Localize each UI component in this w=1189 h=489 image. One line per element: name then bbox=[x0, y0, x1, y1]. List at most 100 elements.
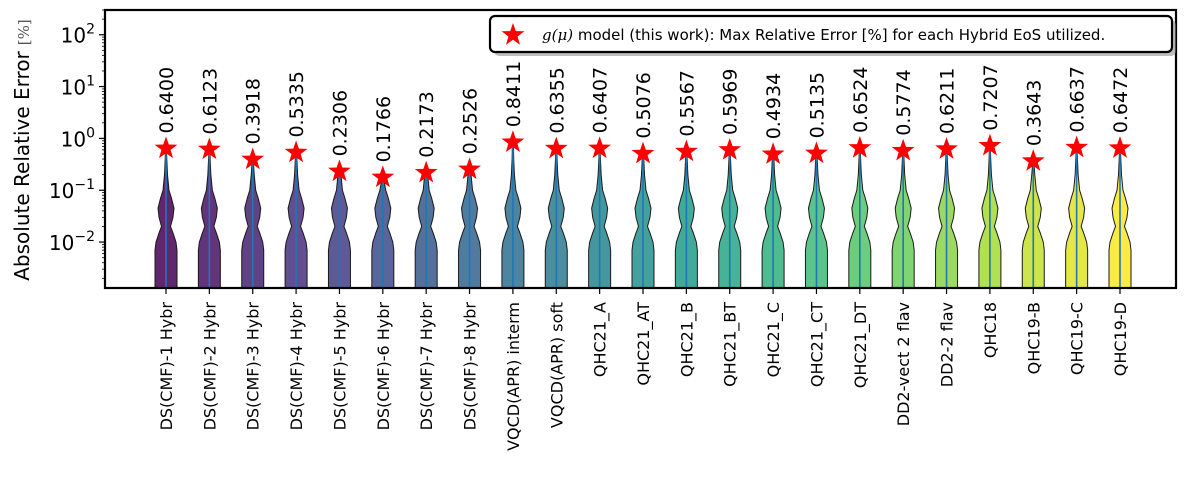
y-tick-base: 10 bbox=[61, 24, 86, 48]
max-value-label: 0.3918 bbox=[243, 78, 265, 144]
x-tick-label: DS(CMF)-3 Hybr bbox=[244, 302, 263, 431]
x-tick-label: QHC19-B bbox=[1024, 302, 1043, 374]
max-error-star-icon bbox=[631, 141, 655, 164]
max-value-label: 0.6355 bbox=[546, 67, 568, 133]
max-value-label: 0.2526 bbox=[460, 88, 482, 154]
value-label-layer: 0.6400 0.6123 0.3918 0.5335 0.2306 0.1766 0.21… bbox=[156, 61, 1132, 163]
legend-label: g(μ) model (this work): Max Relative Err… bbox=[542, 26, 1105, 44]
x-tick-label: DS(CMF)-7 Hybr bbox=[417, 302, 436, 431]
max-value-label: 0.3643 bbox=[1023, 80, 1045, 146]
max-error-star-icon bbox=[154, 136, 178, 159]
x-tick-label: QHC18 bbox=[981, 302, 1000, 358]
max-error-star-icon bbox=[371, 165, 395, 188]
x-tick-label: DS(CMF)-1 Hybr bbox=[157, 302, 176, 431]
max-error-star-icon bbox=[1108, 136, 1132, 158]
legend-box bbox=[488, 14, 1174, 54]
x-tick-label: VQCD(APR) soft bbox=[547, 302, 566, 428]
x-tick-label: QHC21_A bbox=[591, 302, 611, 377]
max-error-star-icon bbox=[935, 137, 958, 159]
max-value-label: 0.2306 bbox=[329, 90, 351, 156]
max-error-star-icon bbox=[805, 141, 828, 164]
y-tick-exponent: 1 bbox=[86, 74, 95, 90]
x-tick-label: DS(CMF)-8 Hybr bbox=[461, 302, 480, 431]
max-error-star-icon bbox=[241, 147, 265, 170]
legend: g(μ) model (this work): Max Relative Err… bbox=[488, 14, 1176, 56]
max-error-star-icon bbox=[761, 142, 785, 165]
y-tick-exponent: −2 bbox=[74, 229, 95, 245]
max-value-label: 0.5135 bbox=[806, 72, 828, 138]
x-tick-label: QHC21_B bbox=[677, 302, 697, 377]
max-error-star-icon bbox=[197, 137, 221, 160]
max-error-star-icon bbox=[284, 140, 308, 163]
x-tick-label: QHC21_C bbox=[764, 302, 784, 377]
max-error-star-icon bbox=[328, 159, 351, 182]
max-error-star-icon bbox=[458, 157, 481, 180]
max-value-label: 0.7207 bbox=[980, 64, 1002, 130]
max-value-label: 0.5335 bbox=[286, 71, 308, 137]
y-tick-exponent: 2 bbox=[86, 22, 95, 38]
marker-layer bbox=[154, 130, 1132, 188]
max-error-star-icon bbox=[674, 139, 698, 162]
max-error-star-icon bbox=[718, 138, 742, 160]
x-tick-label: QHC21_DT bbox=[851, 302, 871, 388]
max-value-label: 0.6407 bbox=[590, 67, 612, 133]
max-value-label: 0.6211 bbox=[937, 68, 959, 134]
max-error-star-icon bbox=[501, 130, 525, 153]
max-value-label: 0.5969 bbox=[720, 69, 742, 135]
x-tick-label: QHC21_CT bbox=[807, 302, 827, 387]
y-axis-label: Absolute Relative Error [%] bbox=[10, 19, 34, 281]
max-value-label: 0.6524 bbox=[850, 67, 872, 133]
y-tick-label: 101 bbox=[61, 74, 95, 100]
x-tick-label: QHC21_AT bbox=[634, 302, 654, 386]
legend-math: g(μ) bbox=[542, 26, 573, 44]
max-error-star-icon bbox=[1021, 149, 1045, 171]
x-tick-label: QHC19-D bbox=[1111, 302, 1130, 376]
max-value-label: 0.8411 bbox=[503, 61, 525, 127]
x-tick-label: DS(CMF)-5 Hybr bbox=[330, 302, 349, 431]
max-value-label: 0.4934 bbox=[763, 73, 785, 139]
plot-frame bbox=[103, 8, 1178, 290]
y-tick-label: 10−1 bbox=[49, 177, 95, 203]
x-tick-label: DD2-2 flav bbox=[938, 302, 957, 387]
max-error-star-icon bbox=[891, 138, 915, 161]
legend-star-icon bbox=[501, 23, 525, 45]
x-axis: DS(CMF)-1 Hybr DS(CMF)-2 Hybr DS(CMF)-3 Hy… bbox=[157, 288, 1130, 451]
max-value-label: 0.5567 bbox=[676, 70, 698, 136]
legend-text: model (this work): Max Relative Error [%… bbox=[573, 26, 1105, 44]
y-axis-label-unit: [%] bbox=[15, 19, 33, 45]
x-tick-label: DD2-vect 2 flav bbox=[894, 302, 913, 426]
max-value-label: 0.5774 bbox=[893, 69, 915, 135]
x-tick-label: QHC19-C bbox=[1068, 302, 1087, 375]
max-value-label: 0.2173 bbox=[416, 91, 438, 157]
x-tick-label: DS(CMF)-2 Hybr bbox=[200, 302, 219, 431]
y-tick-label: 102 bbox=[61, 22, 95, 48]
max-error-star-icon bbox=[588, 136, 612, 159]
max-value-label: 0.6123 bbox=[199, 68, 221, 134]
max-value-label: 0.5076 bbox=[633, 72, 655, 138]
y-axis-label-text: Absolute Relative Error bbox=[10, 50, 34, 280]
max-error-star-icon bbox=[1065, 135, 1089, 158]
max-value-label: 0.1766 bbox=[373, 96, 395, 162]
y-tick-base: 10 bbox=[49, 179, 74, 203]
x-tick-label: VQCD(APR) interm bbox=[504, 302, 523, 451]
max-error-star-icon bbox=[544, 136, 568, 159]
x-tick-label: QHC21_BT bbox=[721, 302, 741, 387]
max-value-label: 0.6400 bbox=[156, 67, 178, 133]
y-tick-base: 10 bbox=[49, 231, 74, 255]
max-error-star-icon bbox=[978, 133, 1002, 156]
y-tick-exponent: −1 bbox=[74, 177, 95, 193]
max-value-label: 0.6472 bbox=[1110, 67, 1132, 133]
y-tick-label: 100 bbox=[61, 125, 95, 151]
y-tick-base: 10 bbox=[61, 127, 86, 151]
max-error-star-icon bbox=[848, 136, 872, 158]
y-tick-exponent: 0 bbox=[86, 125, 95, 141]
violin-layer bbox=[154, 141, 1132, 289]
y-tick-label: 10−2 bbox=[49, 229, 95, 255]
y-tick-base: 10 bbox=[61, 76, 86, 100]
max-error-star-icon bbox=[414, 160, 438, 183]
x-tick-label: DS(CMF)-4 Hybr bbox=[287, 302, 306, 431]
max-value-label: 0.6637 bbox=[1067, 66, 1089, 132]
x-tick-label: DS(CMF)-6 Hybr bbox=[374, 302, 393, 431]
